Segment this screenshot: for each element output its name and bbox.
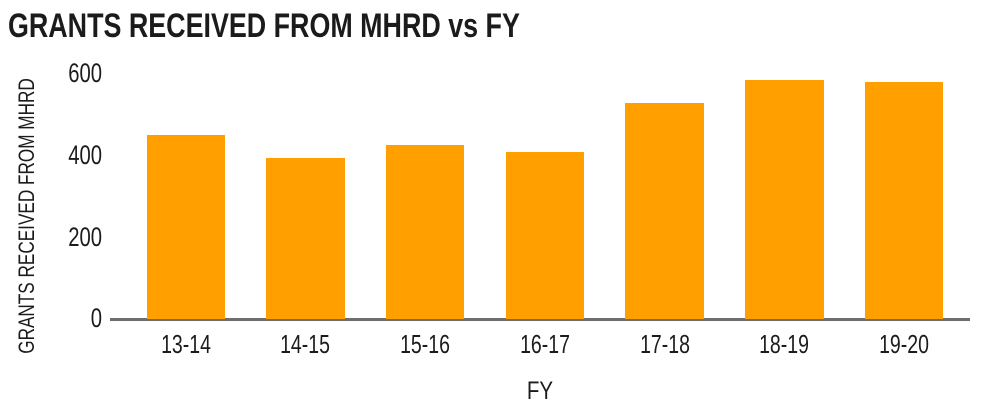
x-tick-label: 17-18	[639, 329, 690, 359]
bar	[505, 151, 585, 319]
bar	[625, 102, 704, 319]
bar	[266, 157, 345, 319]
bar	[745, 80, 824, 319]
y-tick-label: 200	[68, 221, 102, 252]
x-axis-line	[110, 318, 970, 321]
y-tick-label: 600	[68, 58, 102, 89]
x-axis-title: FY	[526, 377, 554, 405]
x-tick-label: 13-14	[160, 329, 211, 359]
x-tick-label: 15-16	[400, 329, 451, 359]
y-tick-label: 0	[90, 303, 102, 334]
chart-title: GRANTS RECEIVED FROM MHRD vs FY	[8, 7, 520, 45]
bar	[385, 145, 465, 319]
x-tick-label: 18-19	[759, 329, 810, 359]
x-tick-label: 19-20	[879, 329, 929, 359]
bar	[146, 135, 225, 319]
y-tick-label: 400	[68, 139, 102, 170]
x-tick-label: 16-17	[519, 329, 570, 359]
x-tick-label: 14-15	[280, 329, 331, 359]
bar	[864, 82, 944, 319]
